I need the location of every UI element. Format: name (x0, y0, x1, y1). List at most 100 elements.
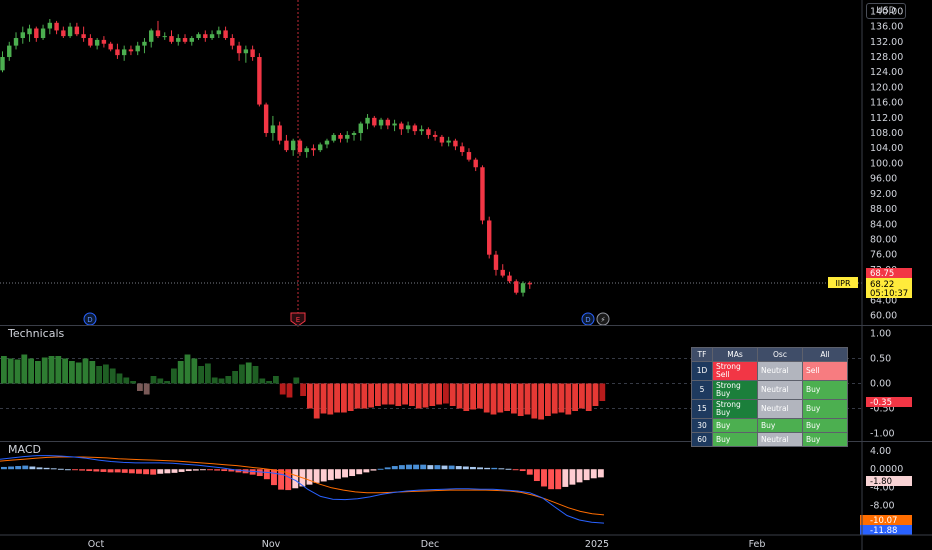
macd-hist-bar (207, 469, 213, 471)
table-all-cell: Buy (802, 418, 848, 433)
candle (243, 45, 249, 63)
candle (520, 281, 526, 297)
technicals-bar (82, 358, 89, 384)
technicals-bar (1, 356, 7, 384)
technicals-bar (279, 383, 286, 395)
macd-hist-bar (263, 469, 270, 480)
macd-hist-bar (292, 469, 299, 489)
macd-hist-bar (391, 466, 398, 470)
technicals-bar (48, 356, 55, 384)
candle (412, 123, 418, 135)
time-axis[interactable]: Oct Nov Dec 2025 Feb (88, 539, 766, 550)
macd-hist-bar (100, 469, 107, 472)
dividend-label: D (87, 316, 92, 324)
price-tick: 76.00 (870, 250, 897, 261)
technicals-bar (436, 383, 442, 405)
macd-hist-bar (349, 469, 356, 477)
technicals-tick: 0.50 (870, 354, 891, 365)
technicals-bar (123, 377, 130, 384)
macd-hist-bar (143, 469, 150, 475)
pane-separator-1[interactable] (0, 325, 932, 326)
dividend-marker-1[interactable]: D (83, 312, 97, 326)
split-marker[interactable]: ⚡ (596, 312, 610, 326)
pane-separator-2[interactable] (0, 441, 932, 442)
technicals-bar (35, 361, 41, 384)
macd-hist-bar (484, 467, 491, 470)
dividend-marker-2[interactable]: D (581, 312, 595, 326)
macd-hist-bar (448, 465, 455, 470)
technicals-bar (143, 383, 150, 395)
technicals-bar (28, 358, 34, 384)
technicals-bar (381, 383, 388, 405)
candle (257, 53, 262, 107)
candle (263, 102, 269, 137)
last-price-tag: 68.22 05:10:37 (866, 278, 912, 299)
technicals-bar (572, 383, 578, 411)
technicals-bar (477, 383, 483, 409)
table-all-cell: Buy (802, 399, 848, 419)
technicals-bar (62, 358, 68, 384)
technicals-bar (511, 383, 517, 414)
macd-hist-bar (548, 469, 555, 490)
macd-hist-bar (199, 469, 206, 471)
candle (47, 19, 53, 35)
macd-hist-bar (377, 468, 384, 470)
macd-hist-bar (79, 469, 86, 471)
macd-hist-bar (334, 469, 341, 479)
earnings-marker[interactable]: E (290, 312, 306, 327)
technicals-bar (551, 383, 558, 414)
table-osc-cell: Neutral (757, 432, 803, 447)
technicals-bar (218, 378, 225, 384)
technicals-bar (225, 376, 232, 384)
candle (182, 34, 188, 44)
macd-line-tag: -11.88 (860, 525, 912, 536)
candle (155, 20, 161, 39)
table-tf-cell: 30 (691, 418, 713, 433)
candle (304, 146, 309, 158)
macd-hist-bar (22, 465, 29, 470)
macd-hist-bar (384, 467, 391, 470)
candle (324, 138, 330, 149)
technicals-bar (14, 359, 21, 384)
macd-hist-bar (121, 469, 128, 473)
candle (7, 41, 12, 61)
candle (372, 115, 377, 128)
table-tf-cell: 1D (691, 361, 713, 381)
macd-hist-bar (427, 465, 434, 470)
technicals-bar (599, 383, 606, 401)
candle (311, 144, 316, 156)
candle (13, 32, 19, 50)
time-tick: Feb (749, 539, 766, 550)
table-tf-cell: 60 (691, 432, 713, 447)
candle (270, 115, 276, 141)
candle (250, 45, 255, 61)
macd-hist-bar (420, 464, 427, 470)
candle (446, 136, 451, 147)
technicals-bar (347, 383, 354, 411)
macd-hist-bar (491, 467, 498, 470)
candle (514, 279, 519, 295)
candle (216, 26, 222, 39)
currency-button[interactable]: USD (866, 3, 906, 19)
ticker-label: IIPR (835, 279, 851, 288)
macd-hist-bar (114, 469, 121, 473)
macd-histogram (1, 464, 604, 491)
technicals-bar (409, 383, 415, 406)
table-header-row: TF MAs Osc All (691, 347, 848, 362)
macd-hist-bar (72, 469, 78, 471)
macd-hist-bar (413, 464, 420, 470)
time-tick: Dec (421, 539, 439, 550)
candle (61, 26, 66, 39)
countdown-label: 05:10:37 (870, 289, 908, 299)
technicals-axis[interactable]: 1.00 0.50 0.00 -0.50 -1.00 (870, 329, 895, 440)
candle (74, 22, 80, 37)
macd-hist-bar (327, 469, 334, 481)
candle (135, 41, 140, 56)
macd-hist-bar (178, 469, 185, 472)
candle (121, 45, 127, 61)
macd-hist-bar (214, 469, 221, 471)
price-axis[interactable]: 140.00 136.00 132.00 128.00 124.00 120.00 116.… (870, 6, 903, 321)
macd-hist-bar (455, 466, 462, 470)
macd-signal-label: -10.07 (870, 516, 897, 526)
